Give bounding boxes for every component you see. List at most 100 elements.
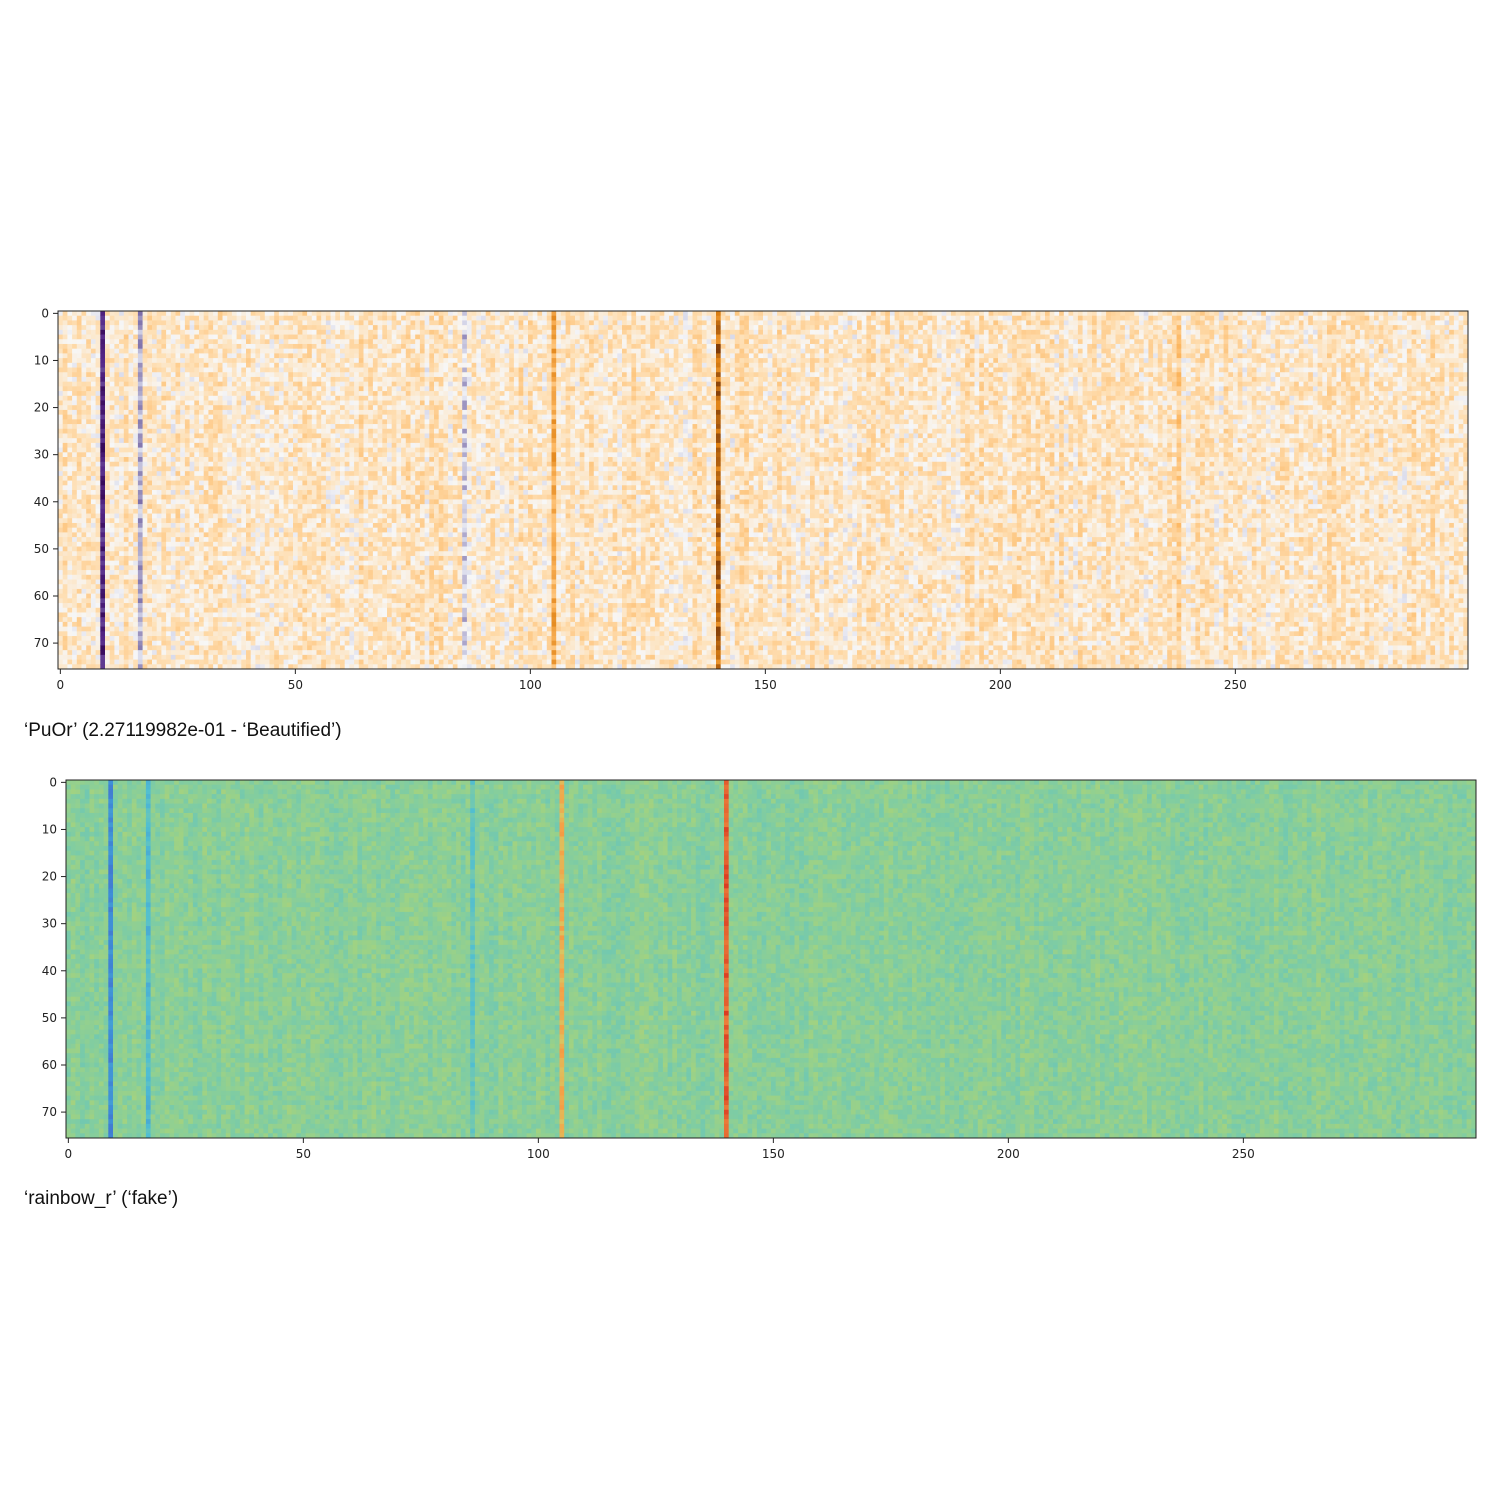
heatmap-cell [138,561,143,566]
heatmap-cell [166,391,171,396]
heatmap-cell [133,481,138,486]
heatmap-cell [129,471,134,476]
heatmap-cell [255,391,260,396]
heatmap-cell [194,438,199,443]
heatmap-cell [138,358,143,363]
heatmap-cell [307,499,312,504]
heatmap-cell [213,419,218,424]
heatmap-cell [312,443,317,448]
heatmap-cell [251,410,256,415]
heatmap-cell [321,490,326,495]
heatmap-cell [246,551,251,556]
heatmap-cell [199,391,204,396]
heatmap-cell [161,448,166,453]
heatmap-cell [114,622,119,627]
heatmap-cell [82,650,87,655]
heatmap-cell [199,419,204,424]
heatmap-cell [260,499,265,504]
heatmap-cell [288,584,293,589]
heatmap-cell [199,415,204,420]
heatmap-cell [67,476,72,481]
heatmap-cell [302,537,307,542]
heatmap-cell [218,617,223,622]
heatmap-cell [114,645,119,650]
heatmap-cell [105,523,110,528]
heatmap-cell [284,325,289,330]
heatmap-cell [114,660,119,665]
heatmap-cell [317,466,322,471]
heatmap-cell [298,485,303,490]
heatmap-cell [288,504,293,509]
heatmap-cell [161,631,166,636]
heatmap-cell [147,415,152,420]
heatmap-cell [364,462,369,467]
heatmap-cell [138,316,143,321]
heatmap-cell [349,514,354,519]
heatmap-cell [147,631,152,636]
heatmap-cell [312,490,317,495]
heatmap-cell [124,405,129,410]
heatmap-cell [312,499,317,504]
heatmap-cell [82,622,87,627]
heatmap-cell [77,556,82,561]
heatmap-cell [58,358,63,363]
heatmap-cell [321,518,326,523]
heatmap-cell [133,627,138,632]
heatmap-cell [114,547,119,552]
heatmap-cell [96,490,101,495]
heatmap-cell [321,339,326,344]
heatmap-cell [335,339,340,344]
heatmap-cell [119,462,124,467]
heatmap-cell [147,311,152,316]
heatmap-cell [213,561,218,566]
heatmap-cell [199,424,204,429]
heatmap-cell [119,518,124,523]
heatmap-cell [284,617,289,622]
heatmap-cell [91,353,96,358]
heatmap-cell [72,353,77,358]
heatmap-cell [274,547,279,552]
heatmap-cell [251,433,256,438]
heatmap-cell [91,344,96,349]
heatmap-cell [298,363,303,368]
heatmap-cell [317,353,322,358]
heatmap-cell [119,377,124,382]
heatmap-cell [91,598,96,603]
heatmap-cell [58,589,63,594]
heatmap-cell [143,570,148,575]
heatmap-cell [133,542,138,547]
heatmap-cell [288,575,293,580]
heatmap-cell [340,580,345,585]
heatmap-cell [100,537,105,542]
heatmap-cell [213,363,218,368]
heatmap-cell [349,368,354,373]
heatmap-cell [246,660,251,665]
heatmap-cell [138,627,143,632]
heatmap-cell [265,617,270,622]
heatmap-cell [82,565,87,570]
heatmap-cell [218,575,223,580]
heatmap-cell [176,580,181,585]
heatmap-cell [331,612,336,617]
heatmap-cell [260,358,265,363]
heatmap-cell [91,580,96,585]
heatmap-cell [251,448,256,453]
heatmap-cell [326,391,331,396]
heatmap-cell [359,636,364,641]
heatmap-cell [143,617,148,622]
heatmap-cell [157,457,162,462]
heatmap-cell [237,612,242,617]
heatmap-cell [223,448,228,453]
heatmap-cell [176,410,181,415]
heatmap-cell [190,594,195,599]
heatmap-cell [105,504,110,509]
heatmap-cell [143,631,148,636]
heatmap-cell [335,565,340,570]
heatmap-cell [147,344,152,349]
heatmap-cell [349,363,354,368]
heatmap-cell [133,344,138,349]
heatmap-cell [82,575,87,580]
heatmap-cell [171,547,176,552]
heatmap-cell [185,377,190,382]
heatmap-cell [72,419,77,424]
